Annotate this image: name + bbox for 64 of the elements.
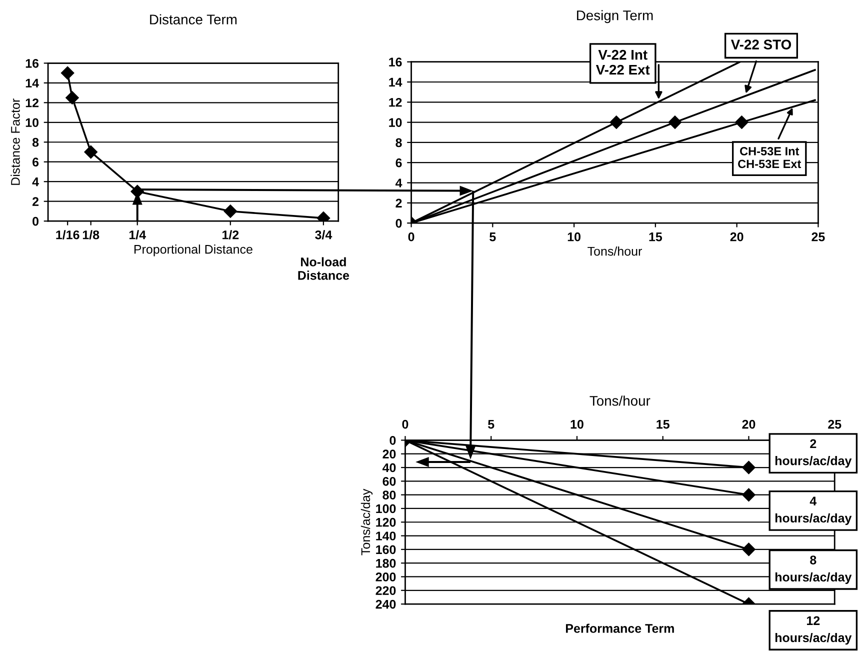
x-tick-label: 0 — [402, 420, 408, 429]
y-tick-label: 160 — [376, 545, 396, 554]
y-tick-label: 16 — [389, 58, 402, 67]
annotation: CH-53E Int CH-53E Ext — [738, 147, 802, 168]
y-tick-label: 20 — [382, 450, 396, 459]
y-tick-label: 180 — [376, 558, 396, 568]
x-tick-label: 25 — [828, 420, 842, 429]
y-tick-label: 200 — [376, 572, 396, 582]
annotation: V-22 Int V-22 Ext — [596, 50, 650, 75]
y-tick-label: 10 — [26, 118, 38, 128]
x-tick-label: 5 — [490, 232, 496, 242]
chart-title: Design Term — [577, 10, 653, 24]
y-tick-label: 4 — [32, 178, 39, 186]
y-tick-label: 240 — [376, 600, 396, 609]
x-tick-label: 1/8 — [82, 230, 100, 240]
x-axis-title: Proportional Distance — [134, 244, 252, 256]
y-tick-label: 10 — [389, 118, 402, 127]
y-tick-label: 220 — [376, 586, 396, 596]
x-tick-label: 10 — [570, 420, 584, 429]
y-axis-title: Distance Factor — [10, 98, 20, 185]
y-tick-label: 80 — [382, 490, 396, 500]
y-tick-label: 2 — [32, 197, 39, 206]
x-tick-label: 1/4 — [129, 230, 146, 240]
y-tick-label: 120 — [376, 518, 396, 527]
x-tick-label: 3/4 — [315, 230, 332, 240]
chart-title: Distance Term — [150, 14, 237, 24]
y-tick-label: 0 — [390, 436, 396, 445]
y-tick-label: 14 — [389, 78, 402, 87]
x-tick-label: 20 — [742, 420, 756, 429]
series-label: 4 hours/ac/day — [775, 496, 852, 526]
series-label: 2 hours/ac/day — [775, 439, 852, 468]
y-tick-label: 8 — [396, 138, 402, 148]
y-tick-label: 6 — [396, 158, 402, 168]
x-tick-label: 10 — [568, 232, 580, 242]
y-tick-label: 140 — [376, 532, 396, 540]
y-tick-label: 14 — [26, 78, 39, 88]
y-tick-label: 0 — [32, 216, 38, 226]
x-tick-label: 20 — [730, 232, 744, 242]
y-tick-label: 100 — [376, 504, 396, 514]
x-tick-label: 15 — [656, 420, 670, 429]
y-tick-label: 4 — [395, 178, 402, 188]
y-tick-label: 40 — [382, 463, 396, 472]
y-tick-label: 2 — [396, 198, 402, 208]
y-axis-title: Tons/ac/day — [360, 488, 373, 556]
y-tick-label: 12 — [389, 98, 402, 107]
x-tick-label: 15 — [649, 232, 662, 242]
y-tick-label: 6 — [32, 158, 39, 167]
x-tick-label: 1/16 — [56, 230, 80, 240]
x-tick-label: 1/2 — [222, 230, 239, 240]
y-tick-label: 60 — [382, 476, 396, 486]
x-axis-title: Tons/hour — [588, 246, 642, 256]
y-tick-label: 0 — [396, 218, 402, 228]
y-tick-label: 12 — [26, 98, 39, 108]
series-label: 12 hours/ac/day — [775, 616, 852, 645]
y-tick-label: 16 — [26, 58, 39, 68]
x-tick-label: 25 — [812, 232, 825, 242]
y-tick-label: 8 — [32, 138, 39, 147]
x-axis-title: Tons/hour — [590, 396, 650, 406]
series-label: 8 hours/ac/day — [775, 556, 852, 584]
text: No-load Distance — [298, 257, 350, 280]
x-tick-label: 0 — [408, 232, 414, 242]
annotation: V-22 STO — [730, 40, 792, 50]
text: Performance Term — [566, 624, 674, 633]
x-tick-label: 5 — [488, 420, 494, 429]
